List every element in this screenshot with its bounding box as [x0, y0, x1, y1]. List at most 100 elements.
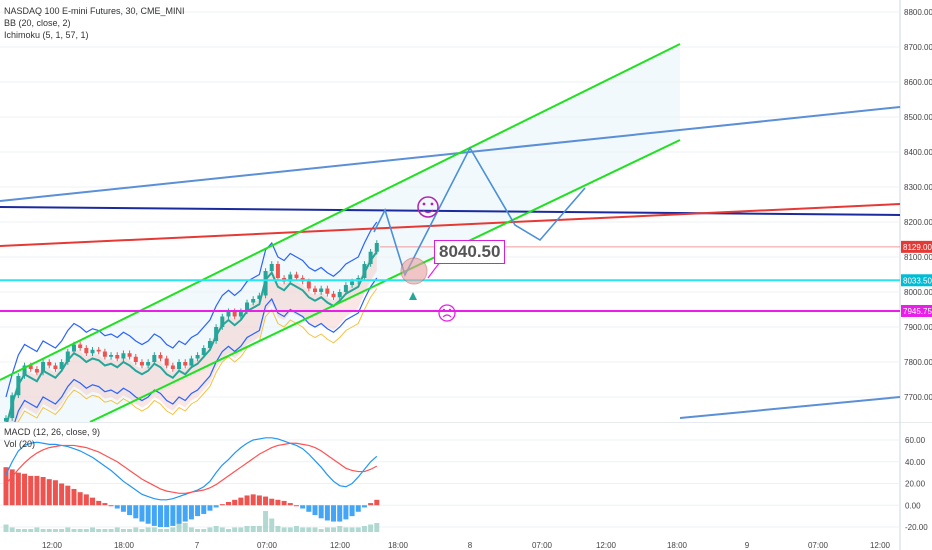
macd-histogram-bar[interactable] — [151, 505, 157, 526]
macd-histogram-bar[interactable] — [324, 505, 330, 521]
macd-histogram-bar[interactable] — [133, 505, 139, 519]
macd-histogram-bar[interactable] — [331, 505, 337, 522]
candle-body[interactable] — [319, 288, 324, 293]
bb-indicator-label[interactable]: BB (20, close, 2) — [4, 18, 71, 28]
candle-body[interactable] — [362, 264, 367, 278]
macd-histogram-bar[interactable] — [71, 488, 77, 506]
candle-body[interactable] — [170, 365, 175, 370]
candle-body[interactable] — [331, 293, 336, 298]
candle-body[interactable] — [214, 327, 219, 341]
candle-body[interactable] — [16, 376, 21, 396]
candle-body[interactable] — [350, 281, 355, 286]
candle-body[interactable] — [90, 349, 95, 354]
candle-body[interactable] — [152, 355, 157, 362]
macd-histogram-bar[interactable] — [114, 505, 120, 509]
macd-histogram-bar[interactable] — [34, 475, 40, 506]
macd-histogram-bar[interactable] — [176, 505, 182, 524]
candle-body[interactable] — [238, 311, 243, 317]
candle-body[interactable] — [195, 355, 200, 359]
price-pane[interactable]: 8800.00 8700.00 8600.00 8500.00 8400.00 8300.… — [0, 0, 932, 422]
macd-pane[interactable]: 60.00 40.00 20.00 0.00 -20.00 12:00 18:00 7 07:0… — [0, 422, 932, 550]
candle-body[interactable] — [245, 302, 250, 312]
candle-body[interactable] — [251, 299, 256, 303]
macd-histogram-bar[interactable] — [65, 485, 71, 506]
candle-body[interactable] — [226, 311, 231, 317]
macd-histogram-bar[interactable] — [188, 505, 194, 520]
trendline-navy[interactable] — [0, 206, 901, 216]
candle-body[interactable] — [257, 295, 262, 300]
macd-histogram-bar[interactable] — [244, 495, 250, 506]
macd-histogram-bar[interactable] — [28, 475, 34, 506]
candle-body[interactable] — [28, 365, 33, 370]
macd-histogram-bar[interactable] — [195, 505, 201, 517]
macd-histogram-bar[interactable] — [96, 500, 102, 506]
candle-body[interactable] — [139, 362, 144, 366]
candle-body[interactable] — [368, 251, 373, 264]
macd-histogram-bar[interactable] — [158, 505, 163, 527]
macd-histogram-bar[interactable] — [238, 497, 244, 506]
candle-body[interactable] — [127, 353, 132, 357]
candle-body[interactable] — [164, 358, 169, 366]
macd-histogram-bar[interactable] — [77, 492, 83, 506]
candle-body[interactable] — [294, 274, 299, 279]
candle-body[interactable] — [220, 316, 225, 328]
macd-histogram-bar[interactable] — [83, 494, 89, 506]
candle-body[interactable] — [102, 351, 107, 357]
macd-histogram-bar[interactable] — [312, 505, 318, 516]
candle-body[interactable] — [71, 344, 76, 352]
macd-histogram-bar[interactable] — [269, 498, 275, 506]
macd-histogram-bar[interactable] — [349, 505, 355, 517]
candle-body[interactable] — [146, 362, 151, 366]
symbol-title[interactable]: NASDAQ 100 E-mini Futures, 30, CME_MINI — [4, 6, 185, 16]
trendline-red[interactable] — [0, 203, 901, 247]
macd-histogram-bar[interactable] — [9, 469, 15, 506]
buy-zone-circle[interactable] — [400, 257, 428, 285]
candle-body[interactable] — [201, 348, 206, 355]
candle-body[interactable] — [10, 395, 15, 418]
macd-histogram-bar[interactable] — [170, 505, 176, 526]
macd-histogram-bar[interactable] — [287, 503, 293, 506]
candle-body[interactable] — [269, 264, 274, 271]
macd-histogram-bar[interactable] — [139, 505, 145, 522]
macd-histogram-bar[interactable] — [250, 494, 256, 506]
candle-body[interactable] — [121, 353, 126, 359]
macd-histogram-bar[interactable] — [293, 505, 299, 507]
macd-histogram-bar[interactable] — [46, 479, 52, 506]
macd-histogram-bar[interactable] — [213, 505, 219, 508]
candle-body[interactable] — [47, 362, 52, 366]
macd-histogram-bar[interactable] — [108, 505, 114, 507]
macd-histogram-bar[interactable] — [368, 503, 374, 506]
macd-histogram-bar[interactable] — [263, 496, 269, 506]
candle-body[interactable] — [325, 288, 330, 294]
macd-histogram-bar[interactable] — [355, 505, 361, 512]
macd-histogram-bar[interactable] — [127, 505, 133, 516]
candle-body[interactable] — [263, 271, 268, 296]
macd-histogram-bar[interactable] — [361, 505, 367, 508]
candle-body[interactable] — [41, 362, 46, 373]
macd-histogram-bar[interactable] — [40, 476, 46, 506]
candle-body[interactable] — [313, 288, 317, 293]
candle-body[interactable] — [158, 355, 163, 359]
macd-indicator-label[interactable]: MACD (12, 26, close, 9) — [4, 427, 101, 437]
candle-body[interactable] — [343, 285, 348, 292]
candle-body[interactable] — [34, 369, 39, 373]
macd-histogram-bar[interactable] — [59, 483, 65, 506]
candle-body[interactable] — [109, 355, 114, 357]
macd-histogram-bar[interactable] — [182, 505, 188, 522]
projection-path[interactable] — [373, 146, 586, 278]
macd-histogram-bar[interactable] — [3, 467, 9, 506]
macd-histogram-bar[interactable] — [300, 505, 306, 509]
candle-body[interactable] — [306, 281, 311, 289]
candle-body[interactable] — [207, 341, 212, 348]
trendline-upper-blue[interactable] — [0, 106, 901, 202]
macd-histogram-bar[interactable] — [275, 499, 281, 506]
trendline-lower-blue[interactable] — [679, 396, 901, 419]
macd-histogram-bar[interactable] — [22, 473, 28, 506]
candle-body[interactable] — [53, 365, 58, 370]
candle-body[interactable] — [232, 311, 237, 317]
vol-indicator-label[interactable]: Vol (20) — [4, 439, 36, 449]
ichimoku-indicator-label[interactable]: Ichimoku (5, 1, 57, 1) — [4, 30, 89, 40]
candle-body[interactable] — [177, 362, 182, 369]
macd-histogram-bar[interactable] — [318, 505, 324, 519]
